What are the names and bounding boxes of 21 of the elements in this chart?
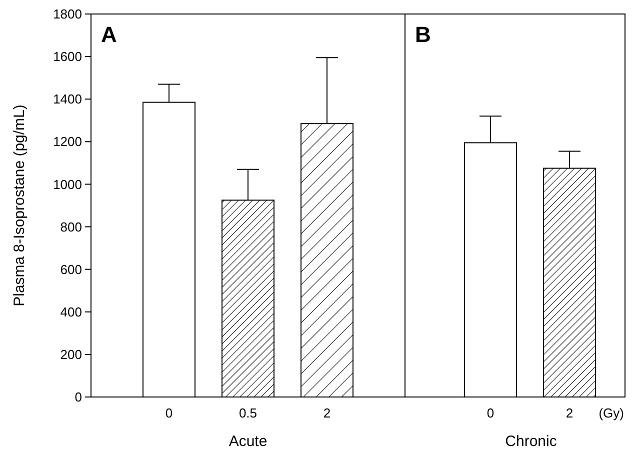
chart-title: A — [101, 22, 117, 47]
x-tick-label: 0 — [486, 406, 494, 421]
y-tick-label: 0 — [74, 390, 82, 405]
y-tick-label: 1600 — [53, 49, 82, 64]
x-axis-title: Chronic — [505, 433, 558, 450]
chart-title: B — [415, 22, 431, 47]
y-tick-label: 800 — [60, 219, 82, 234]
x-tick-label: 2 — [323, 406, 331, 421]
y-axis-title: Plasma 8-Isoprostane (pg/mL) — [11, 104, 28, 306]
y-tick-label: 600 — [60, 262, 82, 277]
x-tick-label: 0.5 — [238, 406, 258, 421]
y-tick-label: 1400 — [53, 92, 82, 107]
y-tick-label: 1800 — [53, 6, 82, 22]
y-tick-label: 1200 — [53, 134, 82, 150]
y-tick-label: 400 — [60, 304, 82, 320]
y-tick-label: 1000 — [53, 176, 82, 192]
x-tick-label: 2 — [566, 406, 574, 421]
text: (Gy) — [598, 406, 624, 421]
y-tick-label: 200 — [60, 346, 82, 362]
x-tick-label: 0 — [165, 406, 173, 421]
x-axis-title: Acute — [228, 433, 268, 450]
